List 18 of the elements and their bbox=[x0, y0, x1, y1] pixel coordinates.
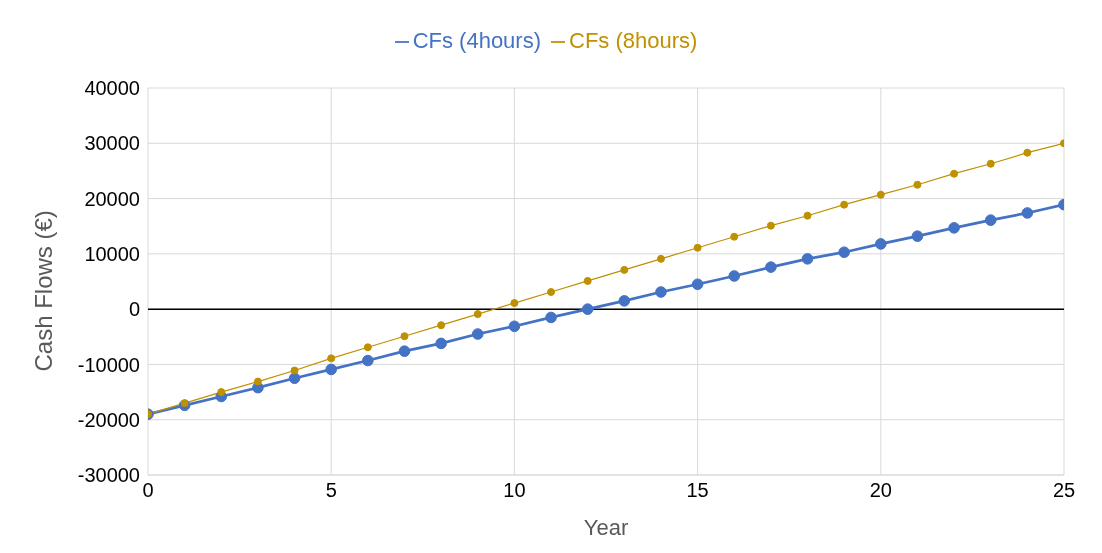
y-tick-label: 0 bbox=[128, 298, 140, 321]
x-tick-label: 10 bbox=[503, 479, 526, 502]
y-tick-label: 20000 bbox=[84, 187, 140, 210]
x-tick-label: 0 bbox=[142, 479, 154, 502]
y-tick-label: 10000 bbox=[84, 242, 140, 265]
x-tick-label: 25 bbox=[1052, 479, 1076, 502]
legend-label: CFs (4hours) bbox=[412, 28, 541, 53]
y-axis-title: Cash Flows (€) bbox=[29, 210, 57, 372]
y-tick-label: -30000 bbox=[77, 464, 140, 487]
x-axis-title: Year bbox=[583, 515, 629, 540]
y-tick-label: -20000 bbox=[77, 408, 140, 431]
x-tick-label: 5 bbox=[325, 479, 337, 502]
y-tick-label: 40000 bbox=[84, 77, 140, 100]
y-tick-label: -10000 bbox=[77, 353, 140, 376]
x-tick-label: 20 bbox=[869, 479, 892, 502]
x-tick-label: 15 bbox=[686, 479, 709, 502]
legend-label: CFs (8hours) bbox=[569, 28, 698, 53]
y-tick-label: 30000 bbox=[84, 132, 140, 155]
